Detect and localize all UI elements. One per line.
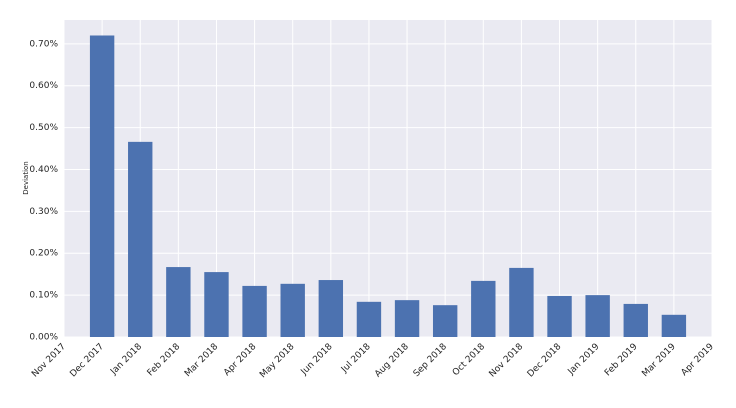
- y-tick-label: 0.10%: [29, 291, 58, 301]
- bar: [547, 295, 572, 337]
- y-tick-label: 0.70%: [29, 39, 58, 49]
- bar: [356, 301, 382, 337]
- bar: [280, 283, 305, 337]
- x-tick-label: Dec 2017: [68, 342, 106, 380]
- bar: [432, 305, 458, 337]
- plot-area: [64, 20, 712, 337]
- y-tick-label: 0.60%: [29, 81, 58, 91]
- x-tick-label: Feb 2019: [603, 342, 640, 379]
- bar: [585, 295, 610, 337]
- x-tick-label: Sep 2018: [412, 342, 449, 379]
- y-axis-label: Deviation: [22, 161, 30, 194]
- bar: [623, 303, 648, 337]
- x-tick-label: Jan 2019: [566, 342, 602, 378]
- x-tick-label: Nov 2018: [488, 342, 526, 380]
- x-tick-label: Apr 2019: [680, 342, 716, 378]
- x-tick-label: Dec 2018: [526, 342, 564, 380]
- bar: [661, 314, 687, 337]
- x-tick-label: Feb 2018: [146, 342, 183, 379]
- x-tick-label: Apr 2018: [222, 342, 258, 378]
- y-tick-label: 0.50%: [29, 123, 58, 133]
- bar: [471, 280, 496, 337]
- bar: [318, 280, 344, 337]
- y-tick-label: 0.20%: [29, 249, 58, 259]
- bar: [166, 267, 191, 337]
- y-tick-label: 0.30%: [29, 207, 58, 217]
- bar: [394, 300, 420, 337]
- x-tick-label: Jul 2018: [339, 342, 373, 376]
- bar: [204, 272, 229, 337]
- x-tick-label: May 2018: [258, 342, 297, 381]
- x-tick-label: Jan 2018: [108, 342, 144, 378]
- bar: [242, 285, 267, 337]
- bar: [128, 141, 153, 337]
- x-tick-label: Mar 2018: [183, 342, 220, 379]
- x-tick-label: Oct 2018: [451, 342, 487, 378]
- x-tick-label: Mar 2019: [640, 342, 677, 379]
- x-tick-label: Nov 2017: [30, 342, 68, 380]
- y-tick-label: 0.40%: [29, 165, 58, 175]
- y-tick-label: 0.00%: [29, 333, 58, 343]
- x-tick-label: Aug 2018: [373, 342, 411, 380]
- x-tick-label: Jun 2018: [299, 342, 335, 378]
- bar: [509, 267, 534, 337]
- bar: [89, 35, 115, 338]
